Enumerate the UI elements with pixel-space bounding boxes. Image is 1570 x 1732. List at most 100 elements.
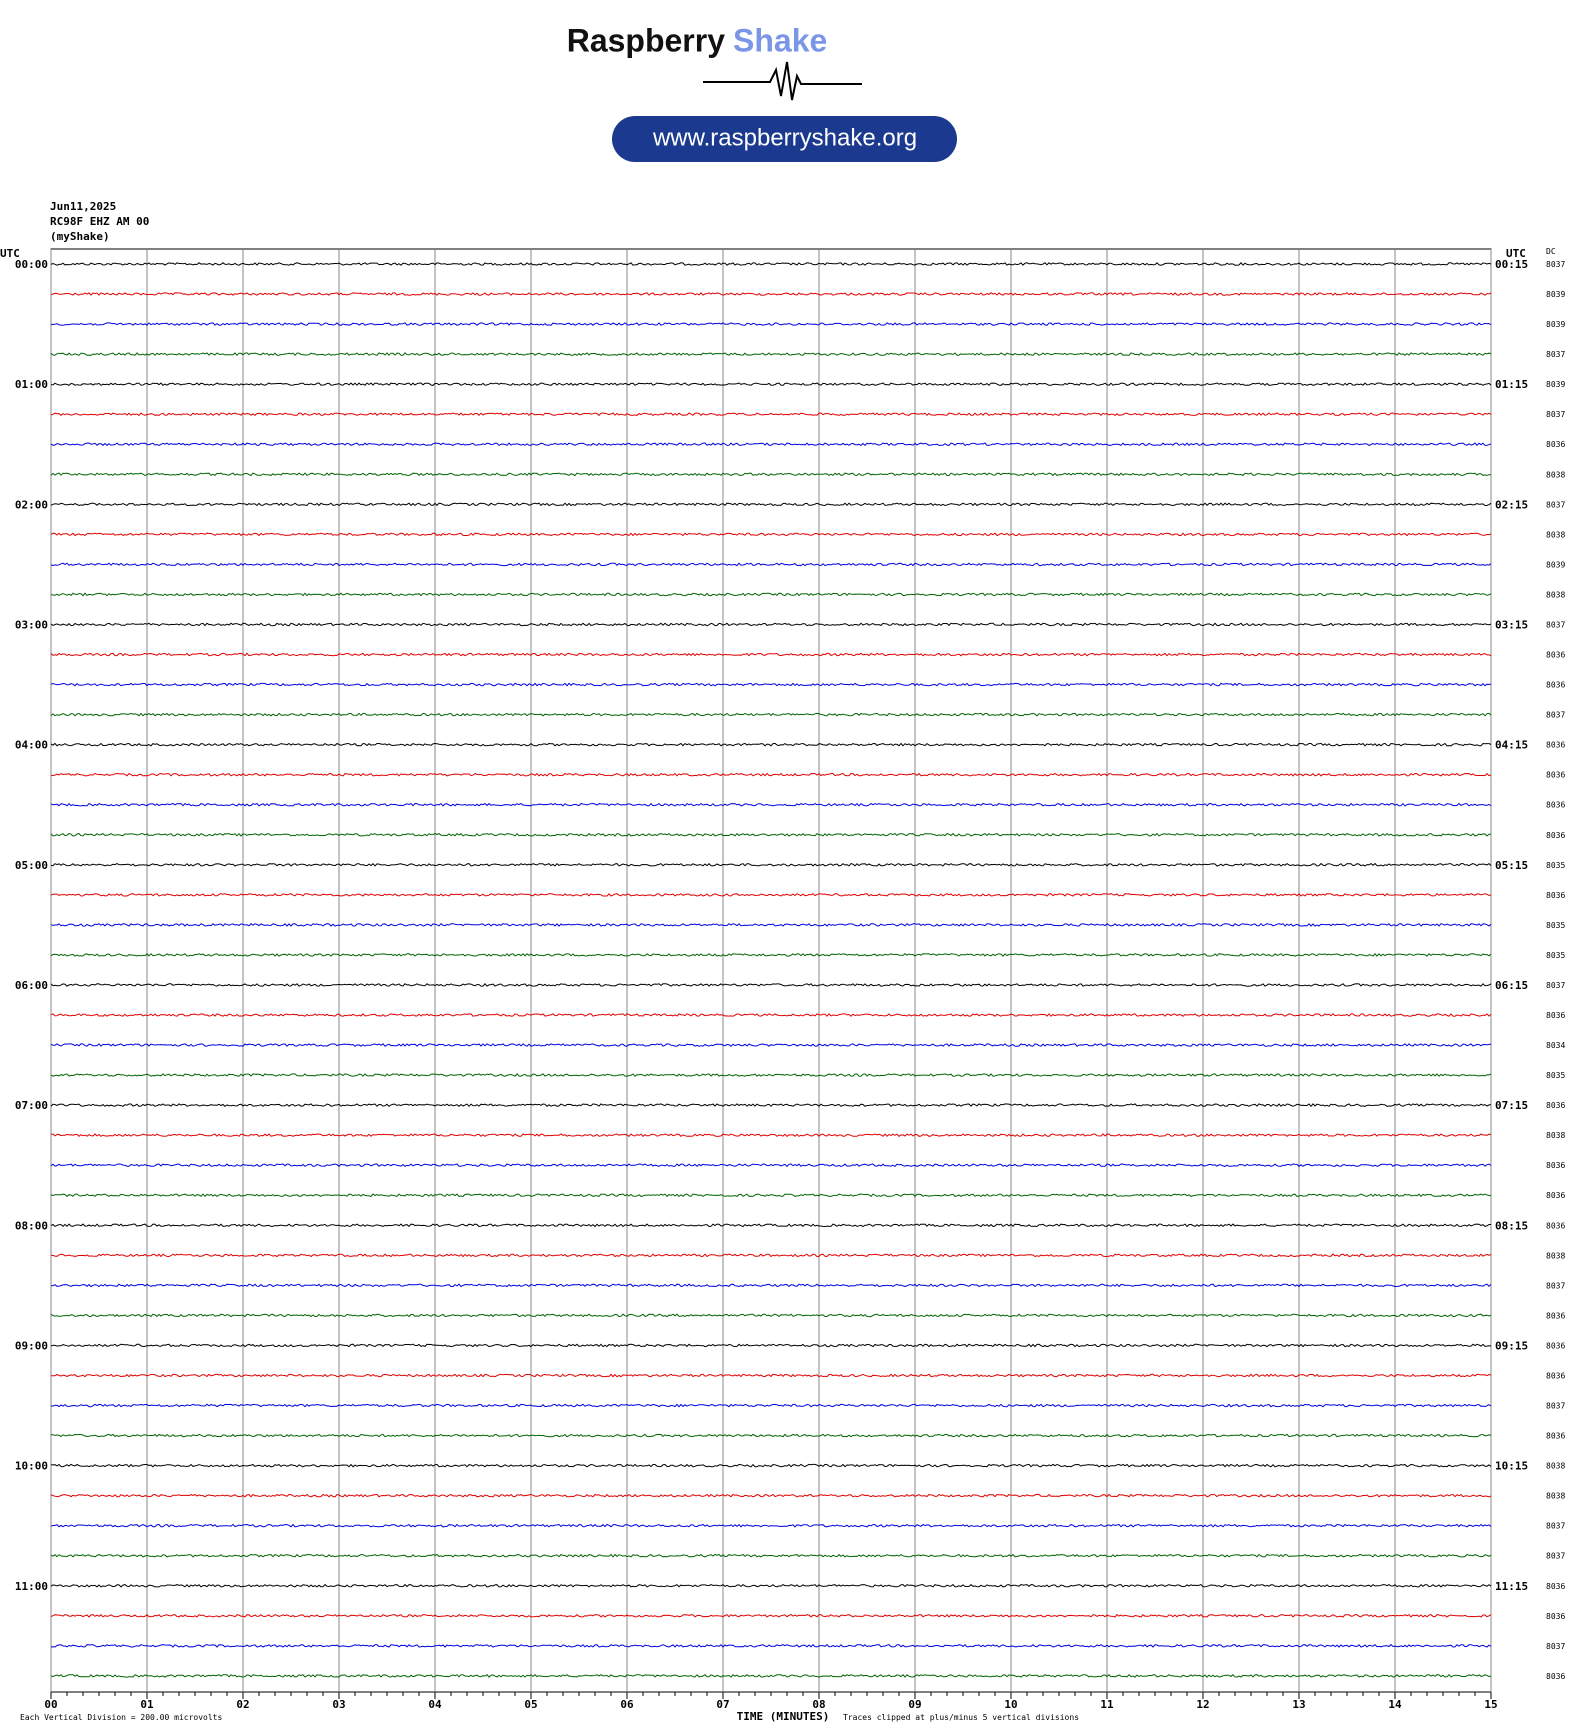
left-time-label: 08:00 (15, 1219, 48, 1232)
dc-value: 8037 (1546, 260, 1565, 269)
left-time-label: 10:00 (15, 1460, 48, 1473)
trace (50, 1433, 1492, 1438)
trace (50, 1223, 1491, 1228)
trace (50, 622, 1492, 627)
dc-value: 8039 (1546, 320, 1565, 329)
trace (51, 1253, 1492, 1258)
dc-value: 8038 (1546, 1492, 1565, 1501)
dc-value: 8036 (1546, 1582, 1565, 1591)
trace (50, 983, 1492, 987)
right-time-label: 01:15 (1495, 378, 1528, 391)
left-time-label: 01:00 (15, 378, 48, 391)
right-time-label: 05:15 (1495, 859, 1528, 872)
dc-value: 8036 (1546, 1371, 1565, 1380)
trace (50, 1523, 1492, 1528)
trace (50, 1403, 1492, 1408)
dc-value: 8036 (1546, 1672, 1565, 1681)
trace (50, 1643, 1492, 1648)
dc-value: 8036 (1546, 651, 1565, 660)
x-tick-label: 02 (236, 1698, 249, 1711)
dc-value: 8037 (1546, 1552, 1565, 1561)
dc-value: 8036 (1546, 1191, 1565, 1200)
trace (50, 1043, 1492, 1047)
dc-value: 8038 (1546, 1462, 1565, 1471)
left-time-label: 00:00 (15, 258, 48, 271)
right-time-label: 10:15 (1495, 1460, 1528, 1473)
trace (50, 1673, 1492, 1678)
x-tick-label: 14 (1388, 1698, 1402, 1711)
x-tick-label: 12 (1196, 1698, 1209, 1711)
x-tick-label: 01 (140, 1698, 154, 1711)
trace (51, 1373, 1492, 1378)
dc-value: 8036 (1546, 1221, 1565, 1230)
trace (50, 953, 1492, 957)
dc-value: 8037 (1546, 1281, 1565, 1290)
trace (50, 472, 1492, 477)
right-time-label: 03:15 (1495, 618, 1528, 631)
trace (50, 892, 1492, 897)
x-tick-label: 03 (332, 1698, 345, 1711)
trace (50, 1283, 1492, 1288)
dc-value: 8037 (1546, 1642, 1565, 1651)
dc-value: 8036 (1546, 1432, 1565, 1441)
url: www.raspberryshake.org (652, 124, 917, 151)
dc-value: 8036 (1546, 891, 1565, 900)
trace (50, 922, 1492, 927)
clip-note: Traces clipped at plus/minus 5 vertical … (843, 1713, 1079, 1722)
trace (50, 262, 1492, 266)
dc-value: 8035 (1546, 1071, 1565, 1080)
trace (50, 772, 1492, 777)
x-tick-label: 05 (524, 1698, 537, 1711)
trace (50, 1343, 1492, 1348)
dc-value: 8036 (1546, 1161, 1565, 1170)
trace (50, 1553, 1492, 1558)
url-pill (612, 116, 957, 162)
dc-value: 8036 (1546, 1311, 1565, 1320)
left-time-label: 09:00 (15, 1339, 48, 1352)
dc-value: 8037 (1546, 500, 1565, 509)
trace (50, 1193, 1492, 1198)
trace (50, 352, 1492, 357)
left-time-label: 11:00 (15, 1580, 48, 1593)
source: (myShake) (50, 230, 110, 243)
trace (50, 1073, 1492, 1077)
x-tick-label: 06 (620, 1698, 634, 1711)
trace (50, 1463, 1492, 1468)
dc-value: 8037 (1546, 410, 1565, 419)
dc-value: 8039 (1546, 560, 1565, 569)
date: Jun11,2025 (50, 200, 116, 213)
division-note: Each Vertical Division = 200.00 microvol… (20, 1713, 222, 1722)
trace (50, 592, 1492, 597)
dc-value: 8036 (1546, 771, 1565, 780)
x-axis-label: TIME (MINUTES) (737, 1710, 830, 1723)
right-time-label: 11:15 (1495, 1580, 1528, 1593)
x-tick-label: 08 (812, 1698, 825, 1711)
trace (50, 712, 1492, 717)
x-tick-label: 00 (44, 1698, 57, 1711)
dc-value: 8037 (1546, 711, 1565, 720)
right-time-label: 00:15 (1495, 258, 1528, 271)
logo-squiggle (703, 61, 862, 101)
trace (50, 1583, 1492, 1588)
dc-value: 8036 (1546, 1101, 1565, 1110)
dc-value: 8039 (1546, 380, 1565, 389)
dc-value: 8038 (1546, 1131, 1565, 1140)
dc-value: 8034 (1546, 1041, 1565, 1050)
dc-value: 8035 (1546, 921, 1565, 930)
trace (50, 1313, 1492, 1318)
dc-value: 8037 (1546, 1522, 1565, 1531)
dc-label: DC (1546, 247, 1556, 256)
left-unit: UTC (0, 247, 20, 260)
dc-value: 8036 (1546, 831, 1565, 840)
right-time-label: 04:15 (1495, 739, 1528, 752)
right-time-label: 02:15 (1495, 498, 1528, 511)
trace (50, 742, 1492, 747)
x-tick-label: 13 (1292, 1698, 1305, 1711)
trace (50, 1013, 1492, 1017)
left-time-label: 03:00 (15, 618, 48, 631)
trace (50, 1613, 1492, 1618)
right-unit: UTC (1506, 247, 1526, 260)
left-time-label: 02:00 (15, 498, 48, 511)
x-tick-label: 10 (1004, 1698, 1017, 1711)
